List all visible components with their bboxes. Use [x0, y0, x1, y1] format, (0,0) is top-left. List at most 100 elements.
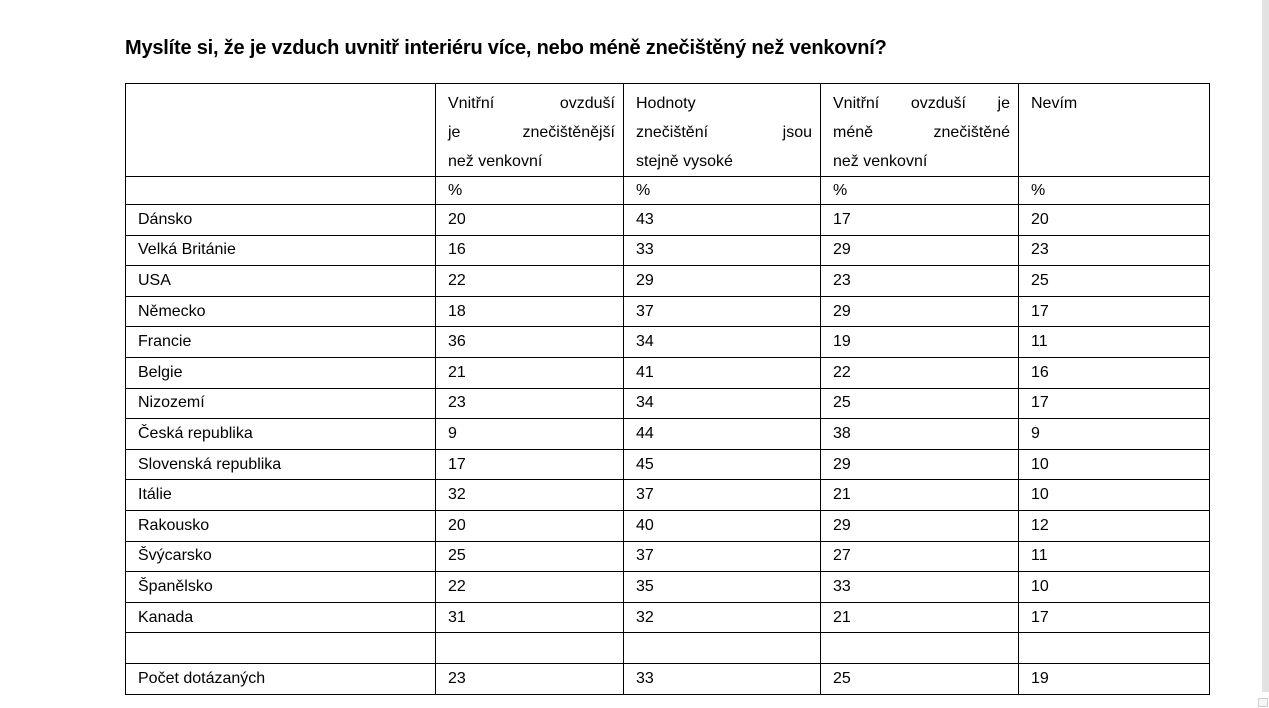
value-cell: 20: [1018, 204, 1210, 236]
row-label-cell: Slovenská republika: [125, 448, 436, 481]
value-cell: 27: [820, 540, 1019, 573]
value-cell: [1018, 632, 1210, 664]
value-cell: 29: [820, 448, 1019, 481]
row-label-cell: Česká republika: [125, 418, 436, 450]
value-cell: 11: [1018, 326, 1210, 358]
table-row: Velká Británie 16 33 29 23: [125, 234, 1210, 267]
survey-table: Vnitřní ovzduší je znečištěnější než ven…: [125, 83, 1210, 695]
value-cell: 17: [1018, 601, 1210, 634]
value-cell: 17: [820, 204, 1019, 236]
unit-cell: %: [1018, 176, 1210, 205]
value-cell: 45: [623, 448, 821, 481]
value-cell: 40: [623, 509, 821, 542]
value-cell: 37: [623, 295, 821, 328]
value-cell: 12: [1018, 509, 1210, 542]
value-cell: 25: [435, 540, 624, 573]
header-line: stejně vysoké: [636, 153, 733, 170]
scrollbar-track[interactable]: [1262, 0, 1269, 692]
value-cell: 32: [623, 601, 821, 634]
value-cell: [435, 632, 624, 664]
table-row: Česká republika 9 44 38 9: [125, 418, 1210, 450]
table-row: Belgie 21 41 22 16: [125, 356, 1210, 389]
value-cell: 10: [1018, 448, 1210, 481]
value-cell: 29: [623, 265, 821, 297]
value-cell: 21: [820, 479, 1019, 511]
question-title: Myslíte si, že je vzduch uvnitř interiér…: [125, 37, 887, 59]
unit-cell: %: [820, 176, 1019, 205]
header-line: než venkovní: [448, 153, 543, 170]
value-cell: 22: [435, 265, 624, 297]
value-cell: 33: [820, 571, 1019, 603]
value-cell: 34: [623, 387, 821, 420]
header-line: Nevím: [1031, 95, 1078, 112]
scrollbar-corner: [1258, 698, 1268, 707]
value-cell: 20: [435, 509, 624, 542]
value-cell: 35: [623, 571, 821, 603]
value-cell: [623, 632, 821, 664]
row-label-cell: Kanada: [125, 601, 436, 634]
value-cell: 25: [820, 662, 1019, 695]
value-cell: 21: [820, 601, 1019, 634]
value-cell: 37: [623, 479, 821, 511]
header-cell-more-polluted: Vnitřní ovzduší je znečištěnější než ven…: [435, 83, 624, 177]
table-row: USA 22 29 23 25: [125, 265, 1210, 297]
table-row: Kanada 31 32 21 17: [125, 601, 1210, 634]
row-label-cell: Německo: [125, 295, 436, 328]
header-line: Hodnoty: [636, 95, 696, 112]
table-row: Německo 18 37 29 17: [125, 295, 1210, 328]
value-cell: 9: [1018, 418, 1210, 450]
header-line: než venkovní: [833, 153, 928, 170]
row-label-cell: Nizozemí: [125, 387, 436, 420]
value-cell: 10: [1018, 571, 1210, 603]
unit-cell: %: [623, 176, 821, 205]
value-cell: 22: [820, 356, 1019, 389]
table-row: Rakousko 20 40 29 12: [125, 509, 1210, 542]
value-cell: 23: [820, 265, 1019, 297]
value-cell: 44: [623, 418, 821, 450]
value-cell: 33: [623, 662, 821, 695]
unit-cell-empty: [125, 176, 436, 205]
value-cell: 34: [623, 326, 821, 358]
value-cell: 36: [435, 326, 624, 358]
value-cell: 25: [1018, 265, 1210, 297]
row-label-cell: Počet dotázaných: [125, 662, 436, 695]
row-label-cell: Itálie: [125, 479, 436, 511]
value-cell: 16: [1018, 356, 1210, 389]
value-cell: 9: [435, 418, 624, 450]
table-row: Počet dotázaných 23 33 25 19: [125, 662, 1210, 695]
value-cell: 17: [1018, 387, 1210, 420]
value-cell: 38: [820, 418, 1019, 450]
value-cell: 43: [623, 204, 821, 236]
header-line: Vnitřní ovzduší je: [833, 95, 1010, 112]
value-cell: 23: [435, 662, 624, 695]
value-cell: 23: [435, 387, 624, 420]
value-cell: 29: [820, 509, 1019, 542]
table-row: Francie 36 34 19 11: [125, 326, 1210, 358]
unit-row: % % % %: [125, 176, 1210, 205]
table-body: Dánsko 20 43 17 20 Velká Británie 16 33 29 23 USA 2…: [125, 204, 1210, 695]
header-line: znečištění jsou: [636, 124, 812, 141]
table-row: Španělsko 22 35 33 10: [125, 571, 1210, 603]
value-cell: 25: [820, 387, 1019, 420]
unit-cell: %: [435, 176, 624, 205]
row-label-cell: Španělsko: [125, 571, 436, 603]
header-cell-equally-polluted: Hodnoty znečištění jsou stejně vysoké: [623, 83, 821, 177]
row-label-cell: USA: [125, 265, 436, 297]
table-row: [125, 632, 1210, 664]
value-cell: 23: [1018, 234, 1210, 267]
row-label-cell: Francie: [125, 326, 436, 358]
table-row: Dánsko 20 43 17 20: [125, 204, 1210, 236]
table-row: Nizozemí 23 34 25 17: [125, 387, 1210, 420]
table-row: Švýcarsko 25 37 27 11: [125, 540, 1210, 573]
value-cell: 41: [623, 356, 821, 389]
value-cell: [820, 632, 1019, 664]
row-label-cell: Švýcarsko: [125, 540, 436, 573]
header-cell-empty: [125, 83, 436, 177]
value-cell: 31: [435, 601, 624, 634]
value-cell: 11: [1018, 540, 1210, 573]
value-cell: 17: [435, 448, 624, 481]
row-label-cell: Belgie: [125, 356, 436, 389]
table-row: Itálie 32 37 21 10: [125, 479, 1210, 511]
header-line: je znečištěnější: [448, 124, 615, 141]
